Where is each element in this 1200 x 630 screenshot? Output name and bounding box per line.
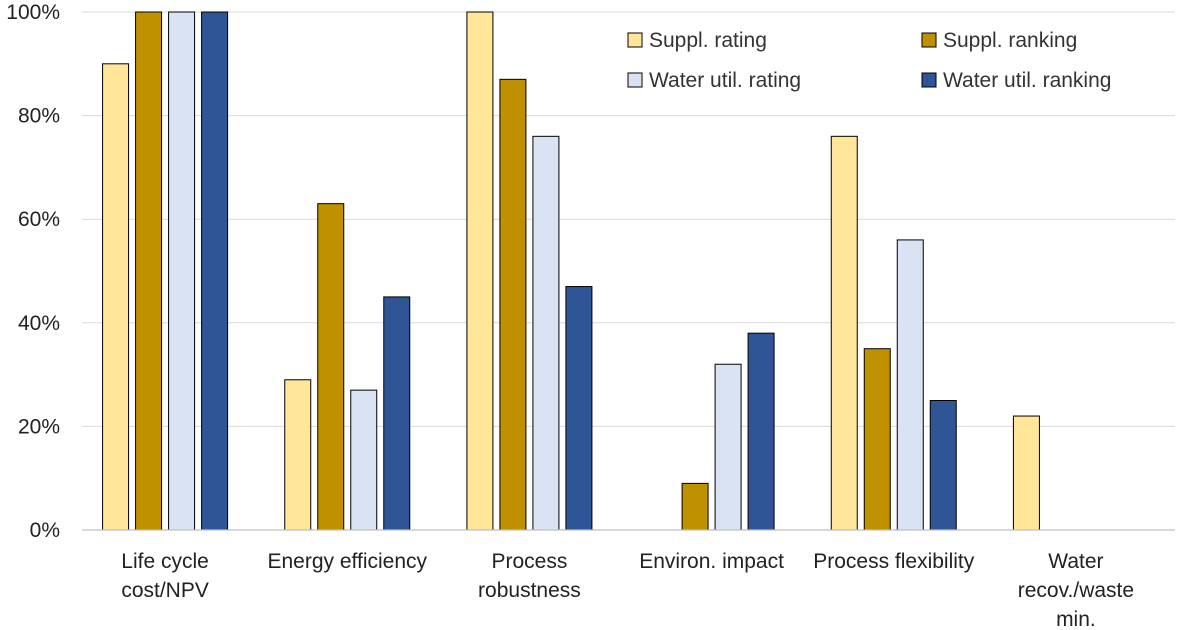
y-tick-label: 0%: [30, 519, 60, 542]
y-tick-label: 40%: [18, 312, 60, 335]
x-category-label: min.: [1056, 608, 1096, 630]
gridlines: [82, 11, 1175, 427]
bar-suppl-ranking: [681, 482, 709, 531]
y-tick-label: 100%: [6, 1, 60, 24]
bar-water-util-ranking: [747, 332, 775, 531]
bar-suppl-rating: [102, 63, 130, 531]
x-category-label: Life cycle: [121, 550, 209, 573]
bar-water-util-rating: [350, 389, 378, 531]
x-category-label: recov./waste: [1018, 579, 1134, 602]
y-tick-label: 80%: [18, 105, 60, 128]
bar-suppl-rating: [830, 135, 858, 531]
legend-label: Suppl. rating: [649, 29, 767, 52]
bar-suppl-rating: [284, 379, 312, 531]
legend: Suppl. rating Suppl. ranking Water util. r…: [627, 29, 1111, 92]
bar-suppl-rating: [1012, 415, 1040, 531]
bar-suppl-ranking: [499, 78, 527, 531]
legend-swatch: [627, 32, 643, 48]
x-category-label: Water: [1048, 550, 1103, 573]
x-axis-category-labels: Life cycle cost/NPV Energy efficiency Proce…: [121, 550, 1134, 630]
bar-water-util-rating: [168, 11, 196, 531]
legend-swatch: [921, 72, 937, 88]
bar-water-util-rating: [532, 135, 560, 531]
bar-suppl-ranking: [317, 203, 345, 531]
y-axis-tick-labels: 0% 20% 40% 60% 80% 100%: [6, 1, 60, 542]
y-tick-label: 20%: [18, 415, 60, 438]
legend-label: Suppl. ranking: [943, 29, 1077, 52]
bar-water-util-ranking: [201, 11, 229, 531]
x-category-label: Energy efficiency: [267, 550, 427, 573]
bar-water-util-ranking: [383, 296, 411, 531]
bars: [102, 11, 1040, 531]
legend-label: Water util. rating: [649, 69, 801, 92]
x-category-label: Process flexibility: [813, 550, 975, 573]
bar-suppl-rating: [466, 11, 494, 531]
x-category-label: Environ. impact: [639, 550, 784, 573]
bar-water-util-ranking: [929, 400, 957, 531]
legend-swatch: [627, 72, 643, 88]
bar-water-util-rating: [896, 239, 924, 531]
legend-swatch: [921, 32, 937, 48]
x-category-label: Process: [491, 550, 567, 573]
bar-water-util-ranking: [565, 286, 593, 531]
bar-suppl-ranking: [863, 348, 891, 531]
bar-water-util-rating: [714, 363, 742, 531]
bar-suppl-ranking: [135, 11, 163, 531]
legend-label: Water util. ranking: [943, 69, 1111, 92]
x-category-label: cost/NPV: [121, 579, 209, 602]
x-category-label: robustness: [478, 579, 581, 602]
y-tick-label: 60%: [18, 208, 60, 231]
